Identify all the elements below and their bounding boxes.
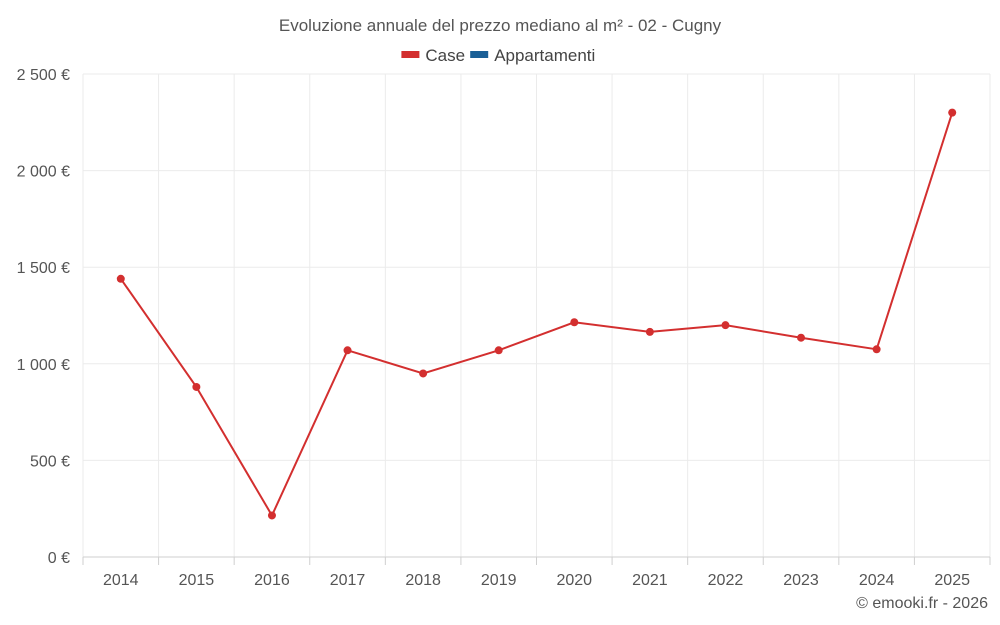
x-tick-label: 2018 — [405, 572, 441, 589]
chart-legend: Case Appartamenti — [401, 46, 595, 65]
series-line-case — [119, 112, 954, 518]
x-tick-label: 2021 — [632, 572, 668, 589]
legend-label: Case — [425, 46, 465, 65]
legend-item-case[interactable]: Case — [401, 46, 465, 65]
data-point[interactable] — [267, 511, 276, 520]
x-tick-label: 2015 — [179, 572, 215, 589]
x-tick-label: 2023 — [783, 572, 819, 589]
data-point[interactable] — [948, 108, 957, 117]
data-point[interactable] — [116, 274, 125, 283]
legend-label: Appartamenti — [494, 46, 595, 65]
x-tick-label: 2022 — [708, 572, 744, 589]
x-tick-label: 2014 — [103, 572, 139, 589]
data-point[interactable] — [721, 321, 730, 330]
gridlines — [82, 73, 991, 557]
y-axis: 0 € 500 € 1 000 € 1 500 € 2 000 € 2 500 € — [17, 67, 70, 567]
series-layer — [116, 108, 957, 520]
chart-title: Evoluzione annuale del prezzo mediano al… — [279, 16, 722, 35]
data-point[interactable] — [343, 346, 352, 355]
data-point[interactable] — [570, 318, 579, 327]
y-tick-label: 1 500 € — [17, 260, 70, 277]
legend-swatch — [401, 51, 420, 58]
data-point[interactable] — [872, 345, 881, 354]
y-tick-label: 500 € — [30, 453, 70, 470]
x-tick-label: 2017 — [330, 572, 366, 589]
credit-text: © emooki.fr - 2026 — [856, 595, 988, 612]
x-tick-label: 2016 — [254, 572, 290, 589]
data-point[interactable] — [797, 333, 806, 342]
data-point[interactable] — [192, 382, 201, 391]
data-point[interactable] — [645, 327, 654, 336]
y-tick-label: 2 000 € — [17, 164, 70, 181]
y-tick-label: 1 000 € — [17, 357, 70, 374]
x-tick-label: 2019 — [481, 572, 517, 589]
legend-swatch — [470, 51, 489, 58]
x-axis: 2014 2015 2016 2017 2018 2019 2020 2021 2022 2023… — [82, 556, 991, 589]
x-tick-label: 2024 — [859, 572, 895, 589]
x-tick-label: 2020 — [556, 572, 592, 589]
data-point[interactable] — [419, 369, 428, 378]
x-tick-label: 2025 — [934, 572, 970, 589]
y-tick-label: 2 500 € — [17, 67, 70, 84]
y-tick-label: 0 € — [48, 550, 70, 567]
data-point[interactable] — [494, 346, 503, 355]
legend-item-appartamenti[interactable]: Appartamenti — [470, 46, 595, 65]
